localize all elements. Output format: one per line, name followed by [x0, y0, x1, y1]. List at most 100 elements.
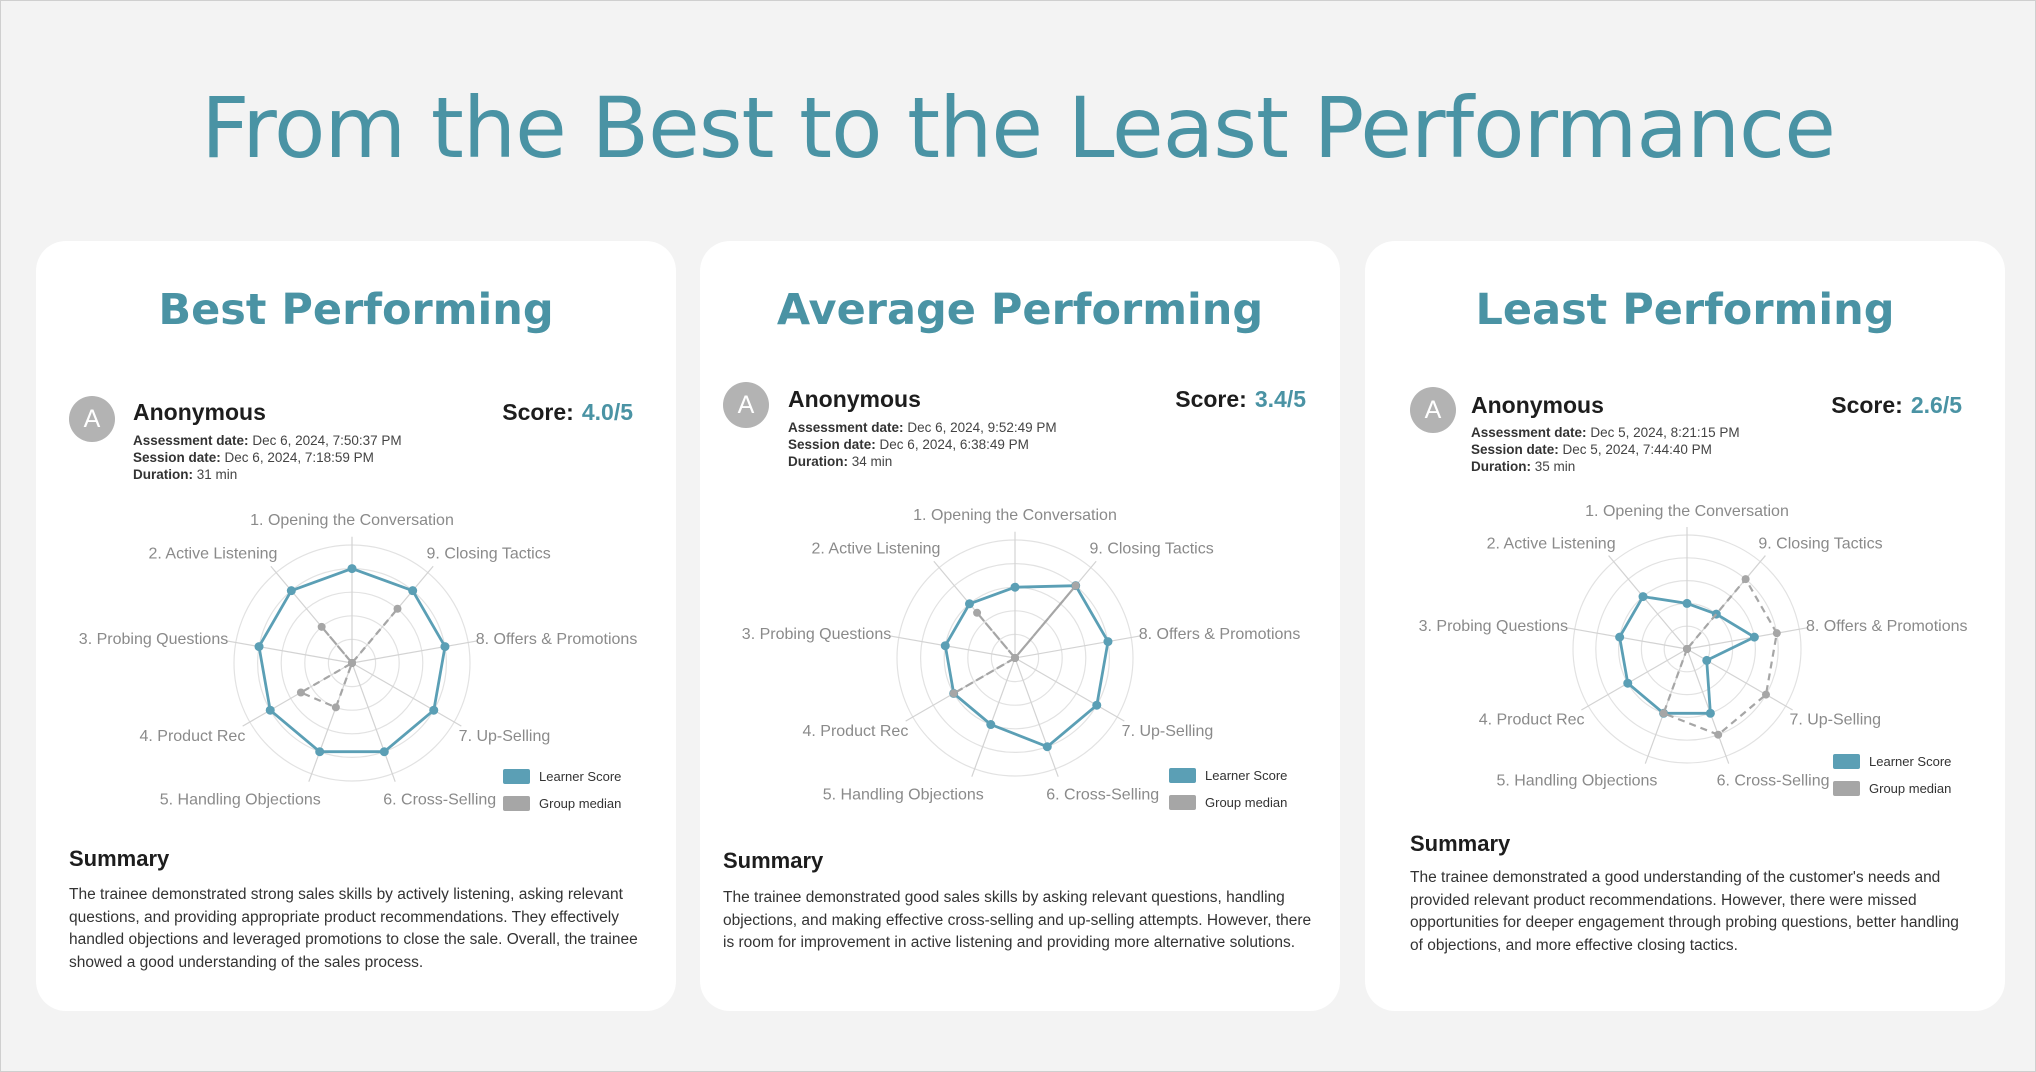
session-meta: Assessment date: Dec 5, 2024, 8:21:15 PM… — [1471, 425, 1740, 474]
card-title: Best Performing — [158, 285, 554, 335]
axis-label: 7. Up-Selling — [1789, 712, 1881, 729]
legend-median: Group median — [539, 796, 622, 811]
learner-name: Anonymous — [1471, 392, 1604, 418]
avatar: A — [723, 382, 769, 428]
axis-label: 8. Offers & Promotions — [476, 631, 638, 648]
axis-label: 1. Opening the Conversation — [250, 512, 454, 529]
learner-point — [379, 747, 389, 757]
axis-label: 5. Handling Objections — [1496, 773, 1657, 790]
legend-learner: Learner Score — [1205, 768, 1288, 783]
median-point — [973, 608, 982, 617]
learner-swatch — [1169, 768, 1196, 783]
summary-text: The trainee demonstrated strong sales sk… — [69, 886, 638, 971]
learner-point — [940, 641, 950, 651]
median-point — [348, 659, 356, 667]
learner-point — [1092, 700, 1102, 710]
axis-spoke — [242, 662, 353, 727]
axis-label: 3. Probing Questions — [1419, 618, 1568, 635]
median-point — [1071, 581, 1080, 590]
axis-spoke — [890, 635, 1016, 659]
duration: 34 min — [851, 454, 893, 469]
median-point — [1659, 709, 1668, 718]
summary-heading: Summary — [723, 848, 824, 873]
axis-label: 9. Closing Tactics — [427, 546, 551, 563]
median-point — [1683, 645, 1691, 653]
axis-spoke — [1686, 627, 1808, 650]
axis-spoke — [971, 657, 1016, 777]
axis-spoke — [227, 640, 353, 664]
assessment-date: Dec 6, 2024, 7:50:37 PM — [252, 433, 402, 448]
axis-label: 5. Handling Objections — [160, 791, 321, 808]
radar-chart: 1. Opening the Conversation 2. Active Lis… — [742, 507, 1301, 803]
median-point — [296, 688, 305, 697]
axis-spoke — [1014, 657, 1125, 722]
chart-legend: Learner Score Group median — [1169, 762, 1287, 816]
learner-swatch — [503, 769, 530, 784]
axis-label: 3. Probing Questions — [79, 631, 228, 648]
session-meta: Assessment date: Dec 6, 2024, 7:50:37 PM… — [133, 433, 402, 482]
axis-label: 4. Product Rec — [139, 728, 245, 745]
learner-series-line — [1618, 595, 1756, 715]
learner-point — [986, 720, 996, 730]
learner-swatch — [1833, 754, 1860, 769]
axis-label: 5. Handling Objections — [823, 786, 984, 803]
median-point — [1772, 629, 1781, 638]
card-title: Least Performing — [1475, 285, 1895, 335]
legend-learner: Learner Score — [1869, 754, 1952, 769]
page-title: From the Best to the Least Performance — [201, 79, 1836, 177]
axis-spoke — [1608, 555, 1688, 650]
avatar: A — [69, 396, 115, 442]
avatar: A — [1410, 387, 1456, 433]
card-title: Average Performing — [776, 285, 1264, 335]
axis-label: 2. Active Listening — [811, 541, 940, 558]
learner-point — [1702, 655, 1712, 665]
axis-spoke — [1686, 648, 1730, 764]
learner-series-line — [257, 567, 447, 754]
chart-legend: Learner Score Group median — [1833, 748, 1951, 802]
learner-point — [1705, 708, 1715, 718]
median-point — [393, 604, 402, 613]
axis-label: 2. Active Listening — [1487, 535, 1616, 552]
axis-label: 4. Product Rec — [1479, 712, 1585, 729]
learner-point — [1615, 632, 1625, 642]
axis-spoke — [1014, 635, 1140, 659]
median-point — [1761, 690, 1770, 699]
axis-spoke — [351, 662, 462, 727]
median-swatch — [1169, 795, 1196, 810]
axis-spoke — [351, 640, 477, 664]
legend-median: Group median — [1869, 781, 1952, 796]
axis-label: 7. Up-Selling — [459, 728, 551, 745]
learner-point — [1749, 632, 1759, 642]
median-point — [949, 689, 958, 698]
assessment-date: Dec 5, 2024, 8:21:15 PM — [1590, 425, 1740, 440]
axis-spoke — [1581, 648, 1688, 711]
learner-point — [1623, 678, 1633, 688]
axis-label: 6. Cross-Selling — [1046, 786, 1159, 803]
duration: 31 min — [196, 467, 238, 482]
axis-label: 6. Cross-Selling — [383, 791, 496, 808]
card-average — [700, 241, 1340, 1011]
axis-label: 6. Cross-Selling — [1717, 773, 1830, 790]
axis-label: 3. Probing Questions — [742, 626, 891, 643]
summary-heading: Summary — [69, 846, 170, 871]
summary-text: The trainee demonstrated a good understa… — [1410, 869, 1959, 954]
learner-point — [265, 705, 275, 715]
learner-point — [286, 586, 296, 596]
learner-point — [1010, 582, 1020, 592]
learner-series-line — [943, 584, 1110, 749]
card-best — [36, 241, 676, 1011]
median-point — [1011, 654, 1019, 662]
summary-heading: Summary — [1410, 831, 1511, 856]
score: Score: 4.0/5 — [502, 399, 633, 425]
session-meta: Assessment date: Dec 6, 2024, 9:52:49 PM… — [788, 420, 1057, 469]
axis-label: 9. Closing Tactics — [1758, 535, 1882, 552]
axis-spoke — [351, 662, 396, 782]
learner-point — [429, 705, 439, 715]
summary-text: The trainee demonstrated good sales skil… — [723, 889, 1312, 951]
learner-point — [347, 564, 357, 574]
median-swatch — [503, 796, 530, 811]
axis-label: 8. Offers & Promotions — [1139, 626, 1301, 643]
median-point — [1741, 575, 1750, 584]
learner-point — [315, 747, 325, 757]
median-swatch — [1833, 781, 1860, 796]
